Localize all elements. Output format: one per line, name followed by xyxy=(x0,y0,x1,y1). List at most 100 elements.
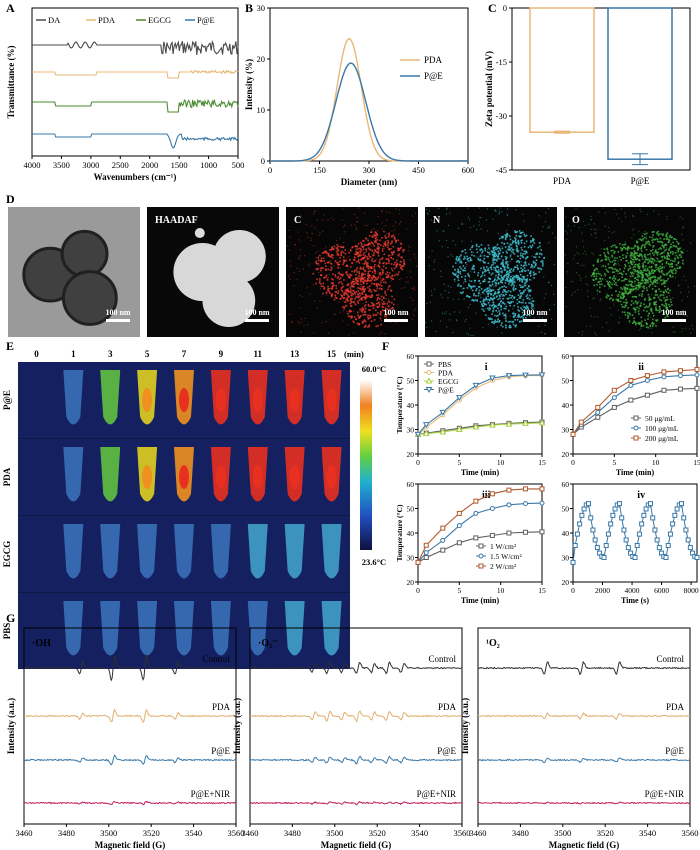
map-dot xyxy=(365,324,367,327)
map-dot xyxy=(605,268,608,271)
map-dot xyxy=(516,298,519,301)
data-point xyxy=(538,419,546,426)
map-dot xyxy=(320,257,323,260)
map-dot xyxy=(652,258,655,260)
map-dot xyxy=(519,284,521,286)
map-dot xyxy=(512,280,515,283)
x-tick-label: 10 xyxy=(497,458,505,467)
map-dot xyxy=(350,274,353,276)
map-dot xyxy=(658,309,661,311)
map-noise xyxy=(507,321,509,323)
map-noise xyxy=(290,265,292,267)
map-noise xyxy=(652,281,654,283)
map-dot xyxy=(609,260,611,263)
map-dot xyxy=(453,273,455,276)
map-noise xyxy=(519,232,521,234)
map-dot xyxy=(652,272,654,275)
map-dot xyxy=(375,284,378,287)
bar-pda xyxy=(529,7,595,133)
x-tick-label: 3500 xyxy=(326,828,343,838)
y-tick-label: 0 xyxy=(503,3,507,13)
map-dot xyxy=(345,292,348,295)
map-dot xyxy=(518,313,520,316)
map-noise xyxy=(318,234,320,236)
map-dot xyxy=(667,287,669,290)
map-dot xyxy=(368,242,370,245)
x-tick-label: 3460 xyxy=(242,828,259,838)
map-dot xyxy=(505,258,507,260)
map-dot xyxy=(644,265,647,268)
map-dot xyxy=(629,289,632,291)
map-dot xyxy=(627,284,630,287)
map-dot xyxy=(487,244,490,247)
map-noise xyxy=(447,224,450,227)
map-noise xyxy=(489,248,491,250)
map-dot xyxy=(631,295,634,298)
thermal-core xyxy=(215,388,226,412)
map-noise xyxy=(503,286,505,288)
map-dot xyxy=(514,313,517,315)
map-dot xyxy=(541,259,544,262)
map-dot xyxy=(621,292,624,294)
map-dot xyxy=(316,278,318,281)
map-noise xyxy=(548,242,550,244)
map-dot xyxy=(652,269,654,272)
map-dot xyxy=(382,278,385,280)
map-dot xyxy=(522,253,524,255)
map-dot xyxy=(657,251,659,254)
map-dot xyxy=(637,279,639,281)
map-dot xyxy=(374,264,376,266)
map-noise xyxy=(447,297,449,299)
map-dot xyxy=(518,310,521,312)
map-dot xyxy=(640,325,642,327)
map-dot xyxy=(592,279,595,282)
map-noise xyxy=(413,310,415,312)
map-dot xyxy=(537,246,539,249)
map-dot xyxy=(352,293,354,296)
map-dot xyxy=(467,257,469,260)
map-noise xyxy=(479,269,481,272)
map-dot xyxy=(668,249,670,251)
map-noise xyxy=(343,231,346,233)
map-dot xyxy=(376,287,379,290)
map-noise xyxy=(548,281,550,283)
map-noise xyxy=(644,244,646,246)
thermal-core xyxy=(142,465,153,489)
map-dot xyxy=(369,266,371,268)
map-dot xyxy=(625,304,628,307)
map-dot xyxy=(357,314,359,316)
map-dot xyxy=(359,308,361,311)
map-dot xyxy=(668,263,671,266)
map-dot xyxy=(379,287,381,290)
map-dot xyxy=(622,257,625,259)
map-dot xyxy=(612,268,614,270)
map-dot xyxy=(647,275,649,278)
map-dot xyxy=(354,256,356,259)
map-dot xyxy=(641,282,644,285)
series-line-pda xyxy=(32,69,239,79)
map-noise xyxy=(667,240,670,242)
map-noise xyxy=(692,328,694,330)
x-tick-label: 1500 xyxy=(171,160,188,170)
map-noise xyxy=(438,240,440,242)
map-dot xyxy=(353,321,355,324)
map-dot xyxy=(379,244,382,246)
map-noise xyxy=(356,220,358,223)
map-dot xyxy=(652,282,654,284)
map-dot xyxy=(333,298,336,301)
map-dot xyxy=(669,246,672,248)
map-dot xyxy=(335,287,338,289)
map-dot xyxy=(600,280,602,282)
map-dot xyxy=(630,283,633,286)
map-noise xyxy=(605,268,607,270)
plot-frame xyxy=(269,7,469,162)
row-label: P@E xyxy=(2,390,12,410)
map-dot xyxy=(500,308,502,311)
map-dot xyxy=(526,306,529,308)
map-noise xyxy=(599,299,601,302)
map-dot xyxy=(372,276,374,279)
map-dot xyxy=(635,323,637,326)
map-dot xyxy=(509,290,512,293)
map-dot xyxy=(665,238,668,240)
map-dot xyxy=(488,290,491,293)
